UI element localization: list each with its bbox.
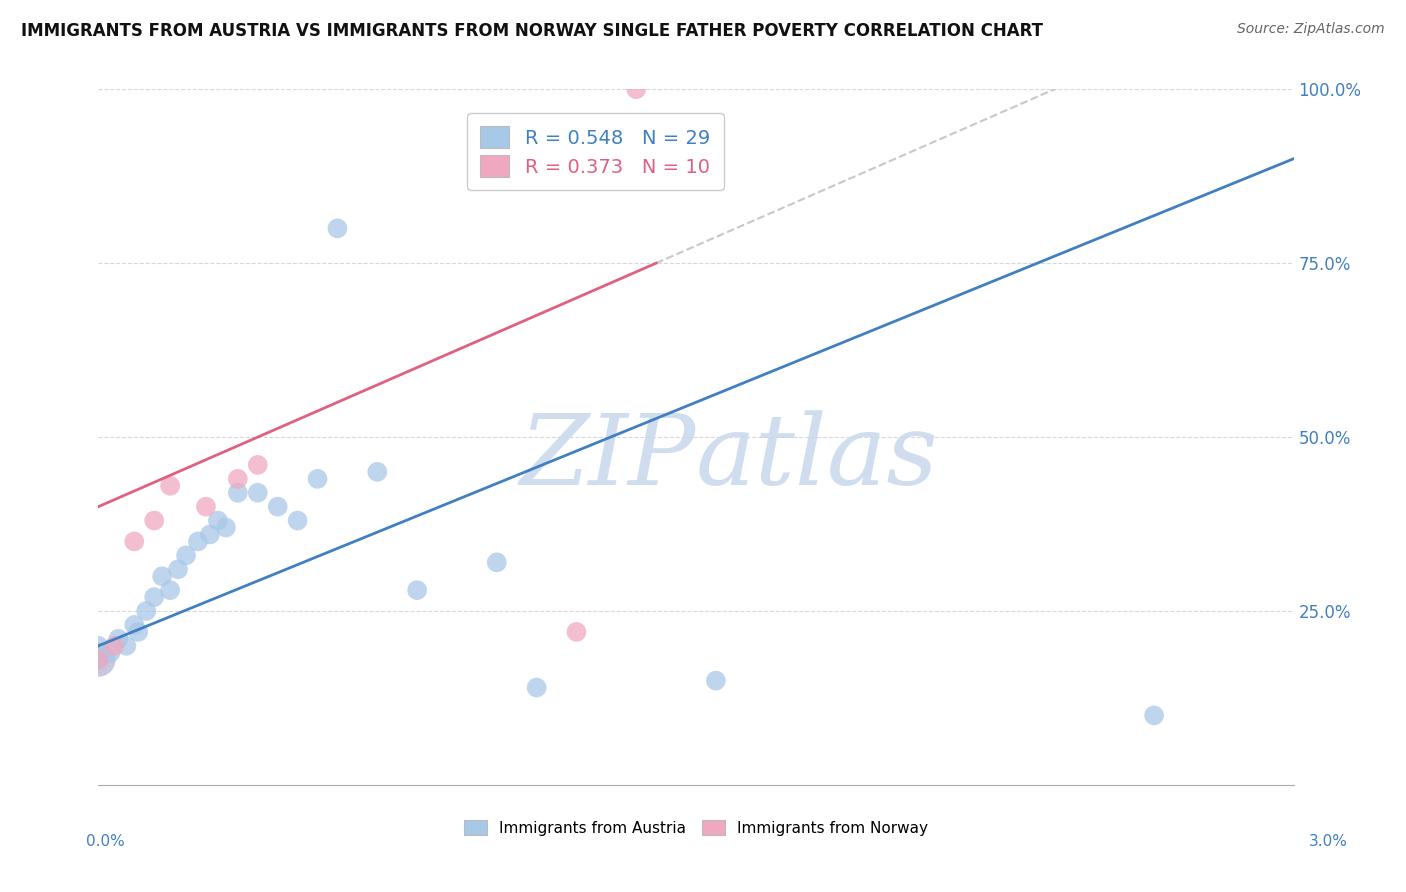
Point [287,514,309,528]
Point [124,534,146,549]
Point [366,465,388,479]
Point [127,624,149,639]
Point [246,485,269,500]
Point [195,500,218,514]
Point [87,653,110,667]
Point [124,618,146,632]
Point [246,458,269,472]
Point [87,653,110,667]
Point [215,520,238,534]
Point [526,681,548,695]
Text: ZIP: ZIP [520,410,696,506]
Point [174,549,197,563]
Text: IMMIGRANTS FROM AUSTRIA VS IMMIGRANTS FROM NORWAY SINGLE FATHER POVERTY CORRELAT: IMMIGRANTS FROM AUSTRIA VS IMMIGRANTS FR… [21,22,1043,40]
Point [115,639,138,653]
Point [704,673,727,688]
Point [87,653,110,667]
Point [207,514,229,528]
Point [143,590,166,604]
Legend: Immigrants from Austria, Immigrants from Norway: Immigrants from Austria, Immigrants from… [457,812,935,844]
Point [626,82,648,96]
Point [167,562,190,576]
Point [1143,708,1166,723]
Point [159,479,181,493]
Point [198,527,221,541]
Point [98,646,122,660]
Text: 3.0%: 3.0% [1309,834,1348,848]
Point [187,534,209,549]
Point [485,555,508,569]
Point [87,639,110,653]
Text: Source: ZipAtlas.com: Source: ZipAtlas.com [1237,22,1385,37]
Point [226,472,249,486]
Point [150,569,173,583]
Point [135,604,157,618]
Point [159,583,181,598]
Point [307,472,329,486]
Text: atlas: atlas [696,410,939,506]
Point [406,583,429,598]
Point [226,485,249,500]
Text: 0.0%: 0.0% [86,834,125,848]
Point [326,221,349,235]
Point [143,514,166,528]
Point [103,639,125,653]
Point [107,632,129,646]
Point [565,624,588,639]
Point [267,500,290,514]
